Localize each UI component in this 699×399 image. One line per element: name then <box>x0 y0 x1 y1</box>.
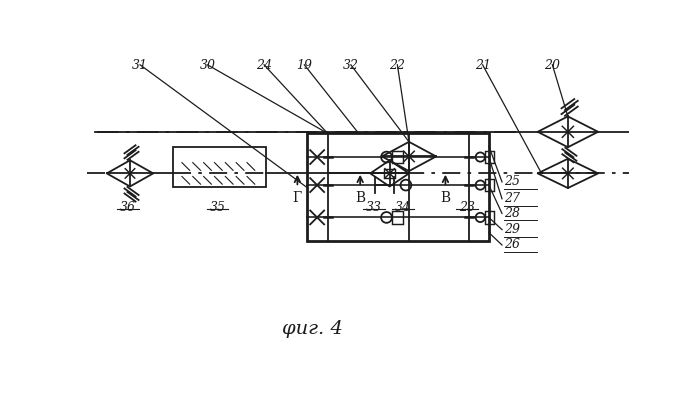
Text: 36: 36 <box>120 201 136 214</box>
Bar <box>485 179 494 191</box>
Text: 19: 19 <box>296 59 312 72</box>
Bar <box>384 169 395 178</box>
Text: 31: 31 <box>132 59 148 72</box>
Text: Г: Г <box>293 191 302 205</box>
Text: В: В <box>440 191 450 205</box>
Text: 29: 29 <box>503 223 519 236</box>
Text: 27: 27 <box>503 192 519 205</box>
Text: 24: 24 <box>256 59 272 72</box>
Bar <box>173 147 266 187</box>
Text: φиг. 4: φиг. 4 <box>282 320 343 338</box>
Text: В: В <box>355 191 366 205</box>
Text: 26: 26 <box>503 239 519 251</box>
Text: 28: 28 <box>503 207 519 220</box>
Text: 22: 22 <box>389 59 405 72</box>
Text: 21: 21 <box>475 59 491 72</box>
Bar <box>485 211 494 223</box>
Text: 25: 25 <box>503 175 519 188</box>
Text: 20: 20 <box>545 59 561 72</box>
Text: 34: 34 <box>395 201 411 214</box>
Text: 35: 35 <box>210 201 226 214</box>
Text: 30: 30 <box>199 59 215 72</box>
Bar <box>392 151 403 163</box>
Text: 32: 32 <box>343 59 359 72</box>
Bar <box>307 133 489 241</box>
Bar <box>485 151 494 163</box>
Text: 33: 33 <box>366 201 382 214</box>
Bar <box>392 211 403 223</box>
Text: 23: 23 <box>459 201 475 214</box>
